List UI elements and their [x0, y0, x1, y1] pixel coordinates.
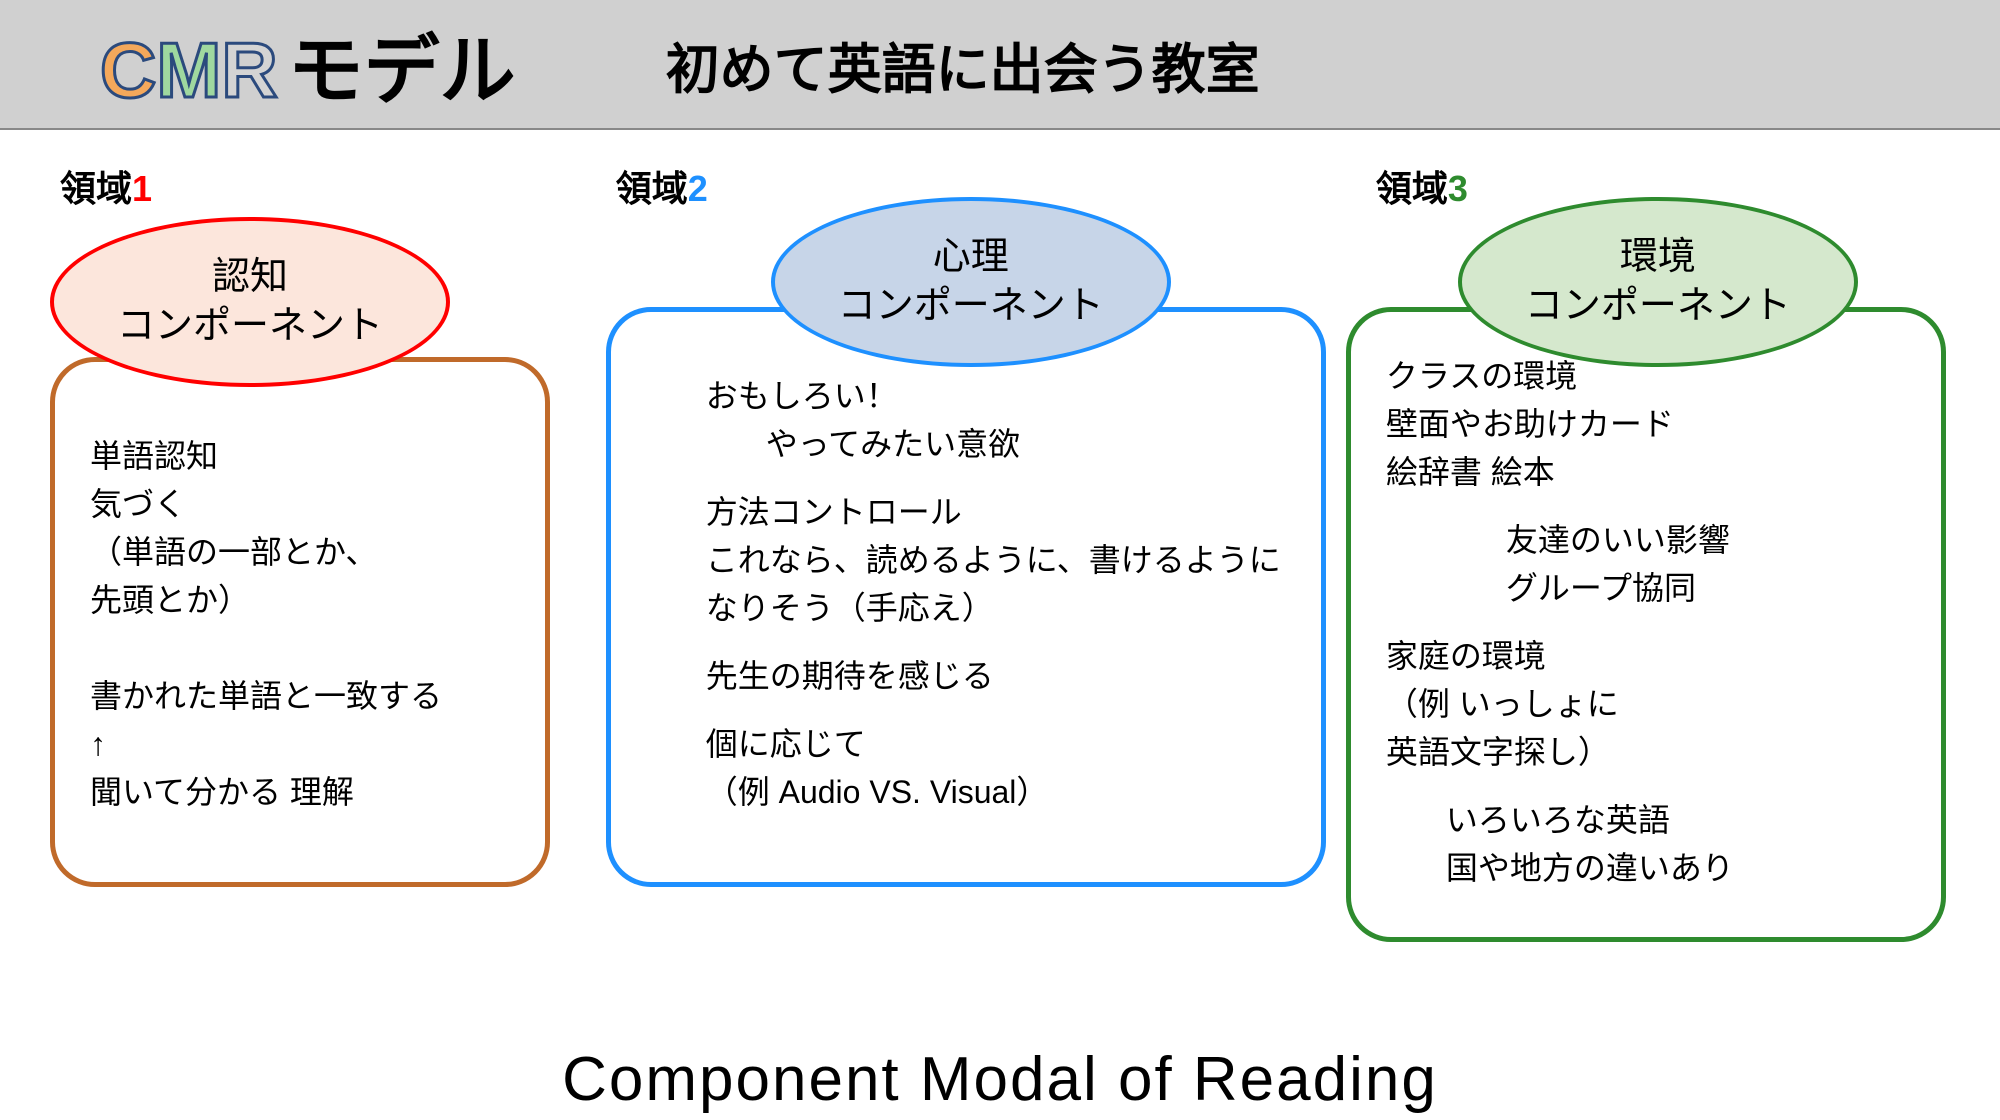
ellipse-psychological: 心理 コンポーネント — [771, 197, 1171, 367]
content-box-psychological: おもしろい！やってみたい意欲方法コントロールこれなら、読めるように、書けるように… — [606, 307, 1326, 887]
content-line: （例 Audio VS. Visual） — [706, 768, 1286, 816]
header-bar: C M R モデル 初めて英語に出会う教室 — [0, 0, 2000, 130]
ellipse-environmental: 環境 コンポーネント — [1458, 197, 1858, 367]
subtitle: 初めて英語に出会う教室 — [666, 25, 1260, 104]
ellipse-cognitive: 認知 コンポーネント — [50, 217, 450, 387]
content-line: 英語文字探し） — [1386, 728, 1906, 776]
main-title: C M R モデル — [100, 9, 516, 119]
content-line: 絵辞書 絵本 — [1386, 448, 1906, 496]
content-line: （例 いっしょに — [1386, 680, 1906, 728]
content-line: おもしろい！ — [706, 372, 1286, 420]
title-letter-m: M — [156, 25, 221, 116]
title-letter-c: C — [100, 25, 156, 116]
column-psychological: 領域2 心理 コンポーネント おもしろい！やってみたい意欲方法コントロールこれな… — [606, 160, 1336, 942]
content-line: これなら、読めるように、書けるように — [706, 536, 1286, 584]
content-line: 壁面やお助けカード — [1386, 400, 1906, 448]
content-line: 気づく — [90, 480, 510, 528]
content-line: 個に応じて — [706, 720, 1286, 768]
content-line: グループ協同 — [1506, 564, 1906, 612]
domain-label-1: 領域1 — [60, 160, 576, 212]
title-model-text: モデル — [288, 9, 516, 119]
content-line: 書かれた単語と一致する — [90, 672, 510, 720]
content-line: 聞いて分かる 理解 — [90, 768, 510, 816]
content-line: 先頭とか） — [90, 576, 510, 624]
content-line: やってみたい意欲 — [766, 420, 1286, 468]
content-line — [90, 624, 510, 672]
content-line: 方法コントロール — [706, 488, 1286, 536]
footer-title: Component Modal of Reading — [0, 1044, 2000, 1115]
content-line: いろいろな英語 — [1446, 796, 1906, 844]
content-line: なりそう（手応え） — [706, 584, 1286, 632]
content-box-cognitive: 単語認知気づく（単語の一部とか、先頭とか） 書かれた単語と一致する↑聞いて分かる… — [50, 357, 550, 887]
columns-container: 領域1 認知 コンポーネント 単語認知気づく（単語の一部とか、先頭とか） 書かれ… — [0, 130, 2000, 942]
content-line: （単語の一部とか、 — [90, 528, 510, 576]
content-box-environmental: クラスの環境壁面やお助けカード絵辞書 絵本友達のいい影響グループ協同家庭の環境（… — [1346, 307, 1946, 942]
title-letter-r: R — [221, 25, 277, 116]
content-line: 家庭の環境 — [1386, 632, 1906, 680]
content-line: 単語認知 — [90, 432, 510, 480]
column-cognitive: 領域1 認知 コンポーネント 単語認知気づく（単語の一部とか、先頭とか） 書かれ… — [50, 160, 576, 942]
content-line: 先生の期待を感じる — [706, 652, 1286, 700]
content-line: 友達のいい影響 — [1506, 516, 1906, 564]
content-line: ↑ — [90, 720, 510, 768]
column-environmental: 領域3 環境 コンポーネント クラスの環境壁面やお助けカード絵辞書 絵本友達のい… — [1366, 160, 1950, 942]
content-line: 国や地方の違いあり — [1446, 844, 1906, 892]
